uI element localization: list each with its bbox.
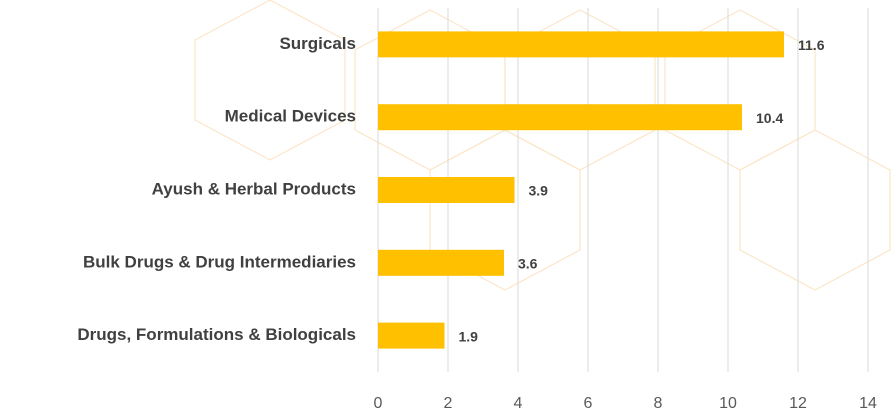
x-tick-label: 10 xyxy=(719,395,737,412)
x-tick-label: 6 xyxy=(584,395,593,412)
x-tick-label: 12 xyxy=(789,395,807,412)
x-tick-label: 8 xyxy=(654,395,663,412)
x-tick-label: 4 xyxy=(514,395,523,412)
x-tick-label: 2 xyxy=(444,395,453,412)
bar xyxy=(378,104,742,131)
value-label: 1.9 xyxy=(459,328,479,344)
y-tick-label: Surgicals xyxy=(279,34,356,53)
plot-area: 0 2 4 6 8 10 12 14 Surgicals 11.6 Medical Devices 1… xyxy=(77,8,877,412)
value-label: 3.6 xyxy=(518,256,538,272)
value-label: 10.4 xyxy=(756,110,783,126)
value-label: 11.6 xyxy=(798,37,825,53)
y-tick-label: Bulk Drugs & Drug Intermediaries xyxy=(83,252,356,271)
bar xyxy=(378,177,515,203)
y-tick-label: Ayush & Herbal Products xyxy=(152,179,356,198)
bar xyxy=(378,249,504,276)
bar xyxy=(378,31,784,58)
y-tick-label: Medical Devices xyxy=(225,107,356,126)
value-label: 3.9 xyxy=(529,183,549,199)
x-tick-label: 0 xyxy=(374,395,383,412)
y-tick-label: Drugs, Formulations & Biologicals xyxy=(77,325,356,344)
bar xyxy=(378,322,445,349)
x-tick-label: 14 xyxy=(859,395,877,412)
